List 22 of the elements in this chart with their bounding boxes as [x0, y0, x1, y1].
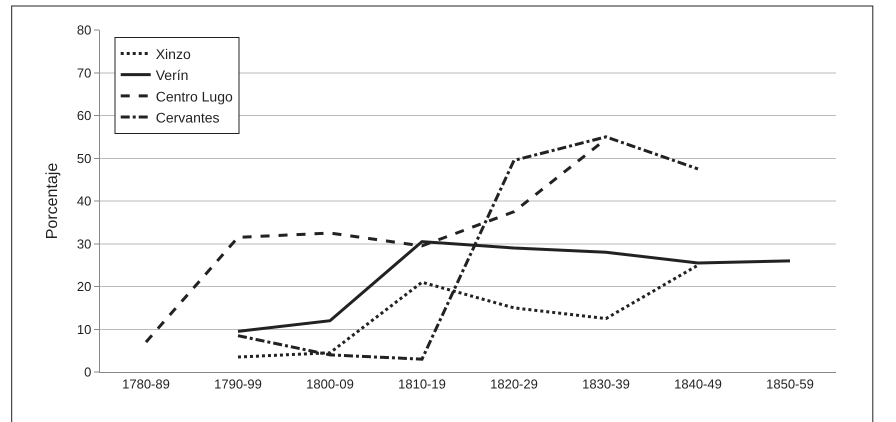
legend-label: Verín [156, 67, 188, 84]
y-tick-label: 70 [76, 65, 92, 80]
y-tick-label: 30 [76, 236, 92, 252]
x-tick-label: 1790-99 [214, 376, 262, 392]
y-tick-label: 0 [84, 364, 92, 380]
x-tick-label: 1820-29 [490, 376, 538, 392]
x-tick-label: 1780-89 [122, 376, 170, 392]
x-tick-label: 1810-19 [398, 376, 446, 392]
y-axis-title: Porcentaje [44, 162, 61, 240]
y-tick-label: 60 [76, 108, 92, 124]
y-tick-label: 10 [76, 322, 92, 337]
x-tick-label: 1830-39 [582, 376, 630, 392]
x-tick-label: 1850-59 [766, 376, 814, 392]
x-tick-label: 1800-09 [306, 376, 354, 392]
y-tick-label: 80 [76, 22, 92, 38]
legend-label: Centro Lugo [156, 88, 233, 104]
x-tick-label: 1840-49 [674, 376, 722, 392]
legend-label: Xinzo [156, 46, 191, 62]
y-tick-label: 40 [76, 194, 92, 209]
y-tick-label: 20 [76, 279, 92, 294]
legend-label: Cervantes [156, 110, 220, 126]
y-tick-label: 50 [76, 150, 92, 166]
